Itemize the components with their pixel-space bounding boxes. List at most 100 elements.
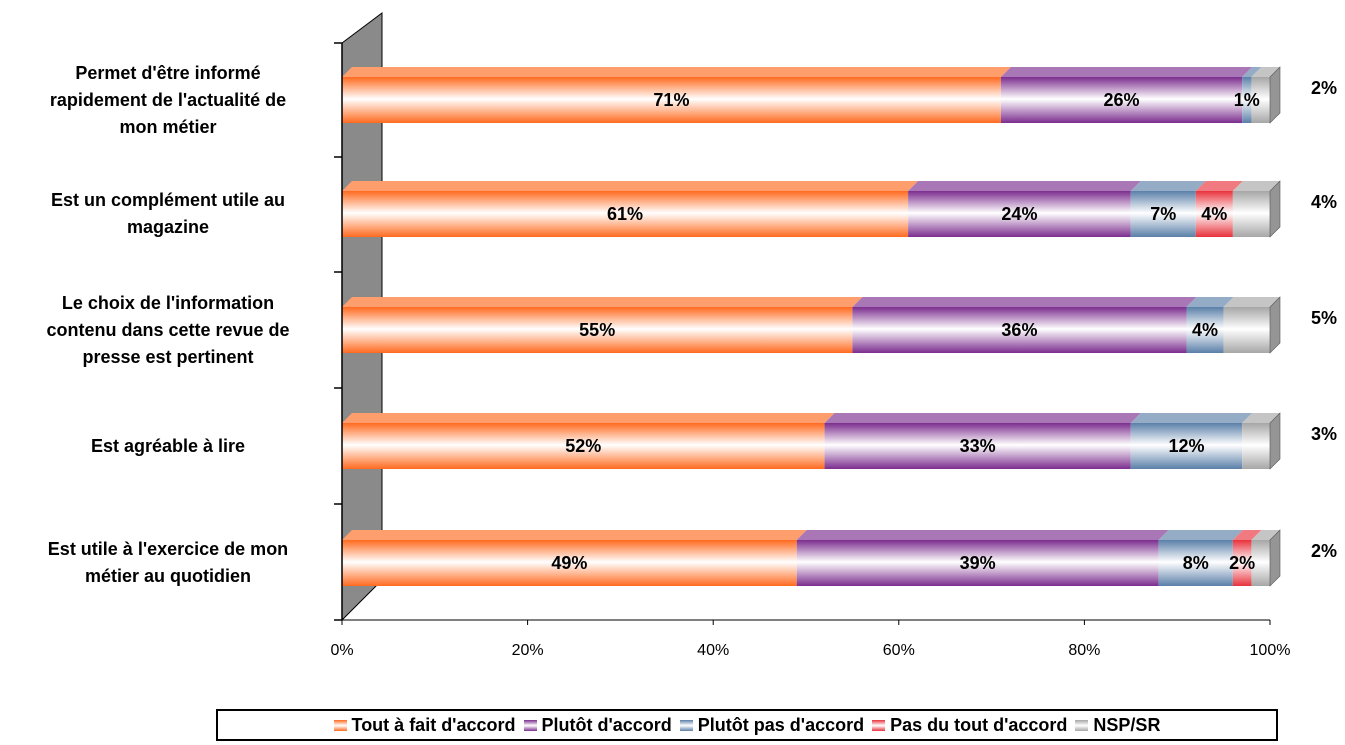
bar-top-face (1251, 67, 1280, 77)
bar-top-face (1232, 530, 1262, 540)
bar-top-face (908, 181, 1141, 191)
data-label: 49% (551, 553, 587, 573)
bar-top-face (1158, 530, 1243, 540)
bar-segment (342, 77, 1001, 123)
category-label-line: presse est pertinent (82, 346, 254, 367)
category-label: Le choix de l'information contenu dans ce… (8, 290, 328, 371)
legend-item: Plutôt d'accord (523, 714, 672, 736)
bar-top-face (1130, 413, 1253, 423)
bar-segment (1232, 540, 1252, 586)
bar-top-face (1251, 530, 1280, 540)
data-label: 5% (1311, 308, 1337, 328)
bar-segment (796, 540, 1159, 586)
legend-item: NSP/SR (1075, 715, 1160, 736)
legend-item: Plutôt pas d'accord (679, 714, 865, 736)
x-tick-label: 60% (883, 642, 915, 659)
category-label-line: Le choix de l'information (61, 292, 275, 313)
x-tick-label: 40% (697, 642, 729, 659)
bar-segment (342, 540, 797, 586)
legend-label: Pas du tout d'accord (890, 714, 1068, 735)
category-label-line: magazine (126, 217, 210, 237)
bar-end-cap (1269, 412, 1281, 470)
data-label: 26% (1104, 90, 1140, 110)
bar-top-face (824, 413, 1141, 423)
bar-top-face (852, 297, 1197, 307)
bar-segment (1242, 423, 1270, 469)
legend-label: Plutôt pas d'accord (697, 714, 865, 735)
bar-segment (1130, 423, 1243, 469)
data-label: 1% (1234, 90, 1260, 110)
data-label: 71% (653, 90, 689, 110)
legend-label: NSP/SR (1093, 714, 1161, 735)
data-label: 55% (579, 320, 615, 340)
category-label-line: contenu dans cette revue de (46, 319, 290, 340)
data-label: 4% (1311, 192, 1337, 212)
legend-swatch (333, 719, 347, 731)
data-label: 12% (1168, 436, 1204, 456)
bar-segment (852, 307, 1187, 353)
data-label: 61% (607, 204, 643, 224)
x-tick-label: 0% (330, 642, 353, 659)
data-label: 8% (1183, 553, 1209, 573)
category-label-line: Permet d'être informé (75, 62, 261, 83)
bar-segment (1000, 77, 1243, 123)
category-label-line: Est agréable à lire (90, 435, 246, 456)
data-label: 2% (1229, 553, 1255, 573)
data-label: 3% (1311, 424, 1337, 444)
category-label-line: métier au quotidien (84, 566, 252, 586)
bar-top-face (1223, 297, 1280, 307)
category-label-line: Est un complément utile au (50, 190, 286, 210)
bar-top-face (1195, 181, 1243, 191)
bar-segment (342, 307, 853, 353)
data-label: 39% (960, 553, 996, 573)
category-label: Permet d'être informé rapidement de l'act… (8, 60, 328, 141)
bar-segment (1251, 540, 1270, 586)
legend-swatch (872, 719, 886, 731)
bar-segment (342, 423, 825, 469)
legend-item: Tout à fait d'accord (333, 715, 516, 736)
legend-item: Pas du tout d'accord (872, 715, 1067, 736)
data-label: 33% (960, 436, 996, 456)
x-tick-label: 20% (512, 642, 544, 659)
data-label: 4% (1201, 204, 1227, 224)
data-label: 2% (1311, 78, 1337, 98)
bar-top-face (342, 530, 807, 540)
bar-top-face (1130, 181, 1206, 191)
legend-swatch (679, 719, 693, 731)
chart-legend: Tout à fait d'accord Plutôt d'accord Plutô… (216, 709, 1278, 741)
bar-top-face (1242, 413, 1280, 423)
data-label: 24% (1001, 204, 1037, 224)
bar-end-cap (1269, 296, 1281, 354)
bar-segment (1232, 191, 1270, 237)
category-label-line: Est utile à l'exercice de mon (47, 539, 289, 559)
bar-top-face (1232, 181, 1280, 191)
category-label-line: rapidement de l'actualité de (49, 89, 287, 110)
category-label: Est agréable à lire (8, 433, 328, 460)
x-tick-label: 80% (1068, 642, 1100, 659)
bar-end-cap (1269, 66, 1281, 124)
bar-end-cap (1269, 529, 1281, 587)
bar-segment (824, 423, 1131, 469)
category-label: Est utile à l'exercice de mon métier au q… (8, 536, 328, 590)
bar-segment (1186, 307, 1224, 353)
bar-top-face (1186, 297, 1234, 307)
data-label: 7% (1150, 204, 1176, 224)
bar-segment (342, 191, 909, 237)
category-label-line: mon métier (119, 116, 217, 137)
bar-segment (1251, 77, 1270, 123)
bar-segment (1158, 540, 1233, 586)
bar-top-face (342, 413, 835, 423)
bar-top-face (342, 297, 863, 307)
bar-top-face (1000, 67, 1253, 77)
bar-end-cap (1269, 180, 1281, 238)
legend-label: Plutôt d'accord (541, 714, 672, 735)
bar-top-face (342, 67, 1011, 77)
bar-top-face (796, 530, 1169, 540)
bar-segment (1223, 307, 1270, 353)
legend-swatch (523, 719, 537, 731)
data-label: 4% (1192, 320, 1218, 340)
bar-segment (1130, 191, 1196, 237)
data-label: 52% (565, 436, 601, 456)
bar-top-face (1242, 67, 1262, 77)
